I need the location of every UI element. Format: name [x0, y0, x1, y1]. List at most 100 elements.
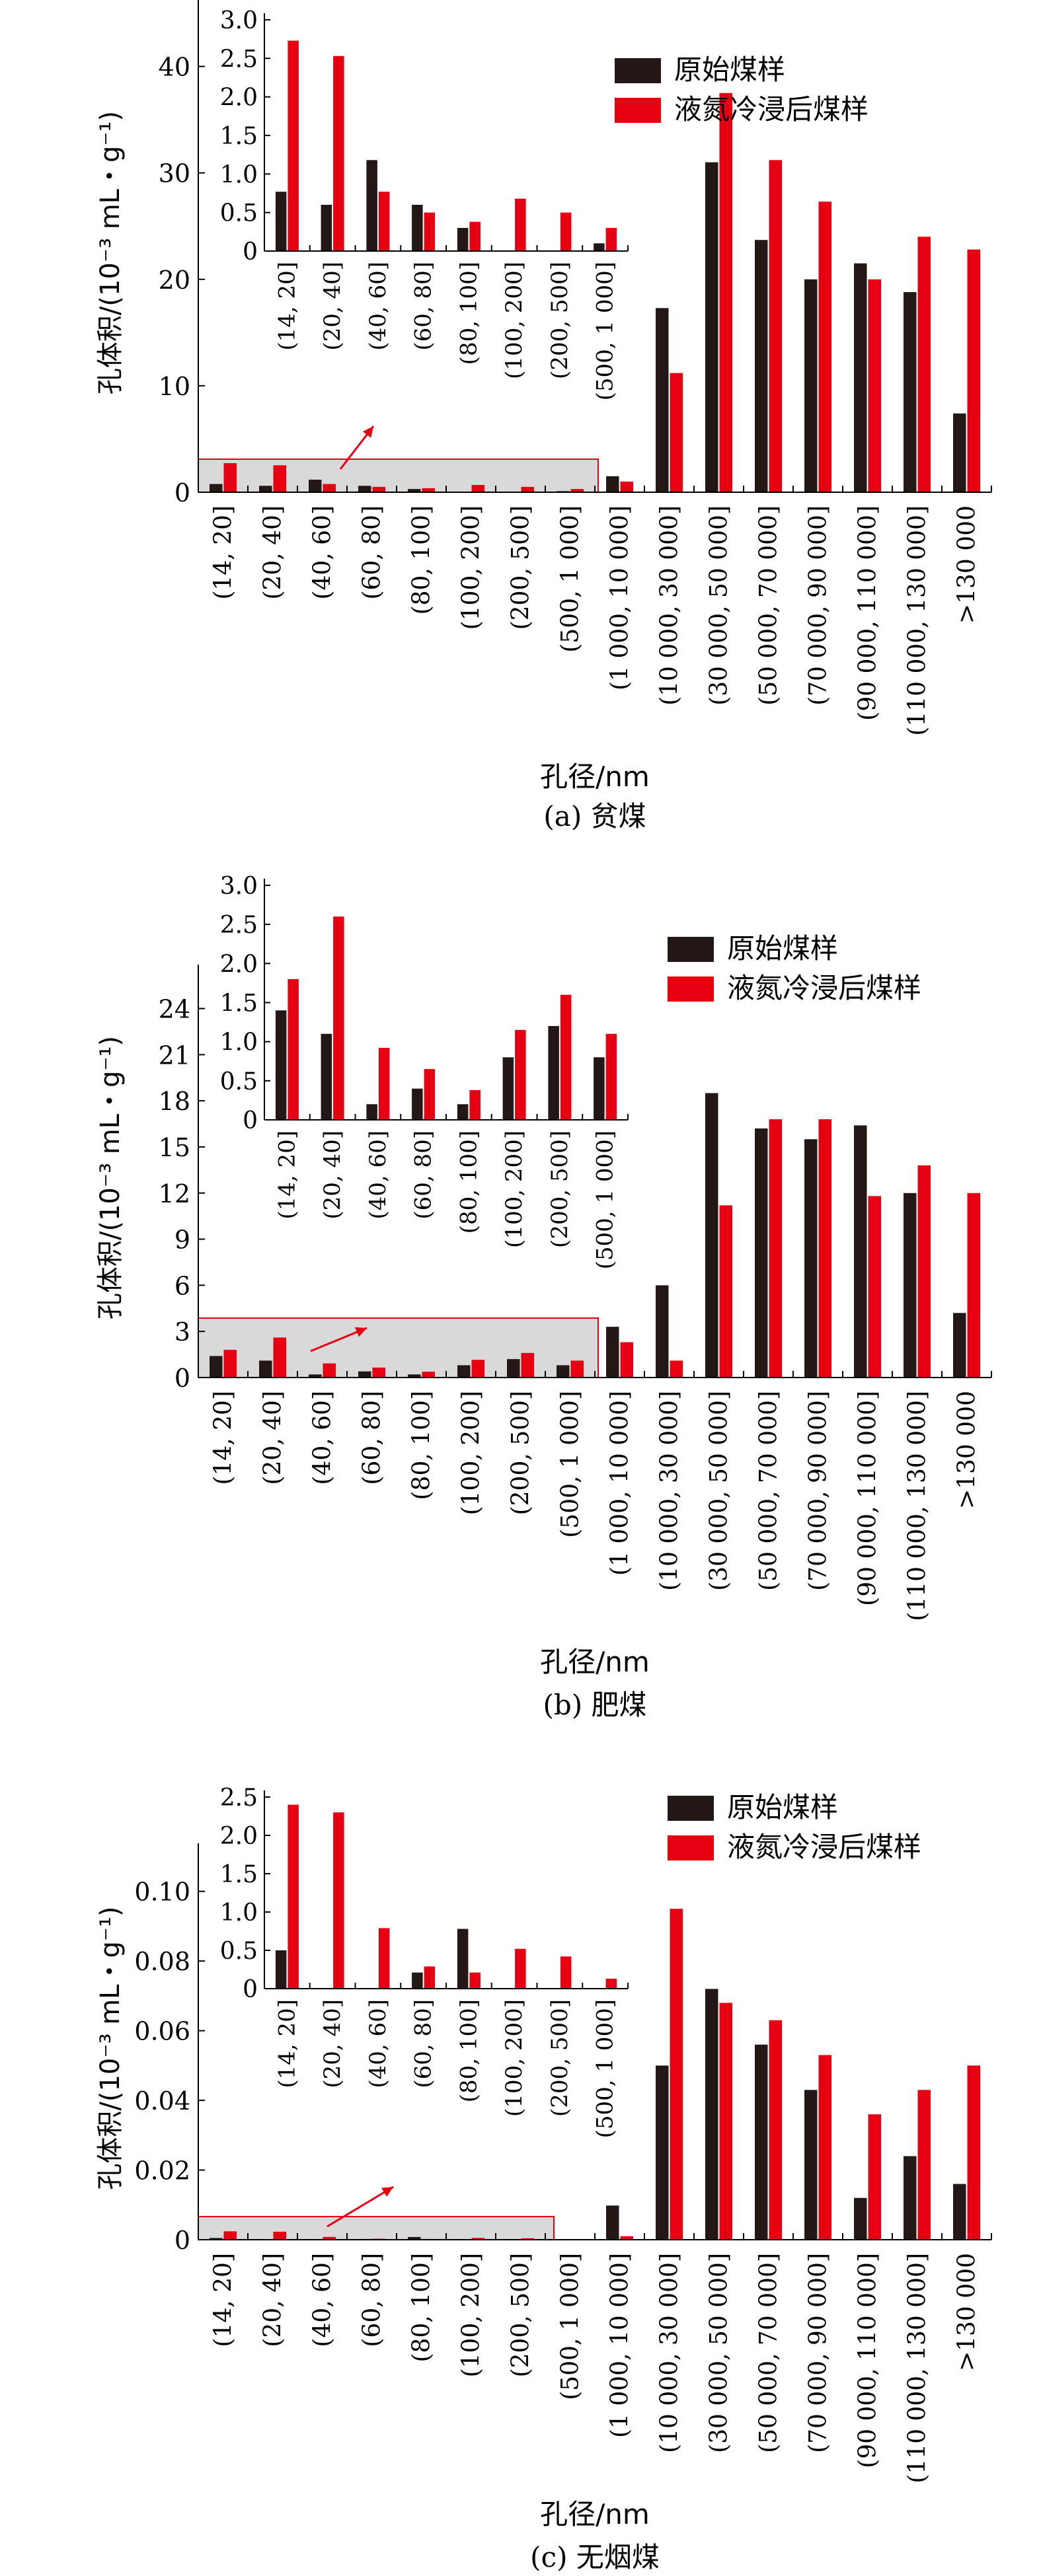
x-tick-label: (90 000, 110 000]: [855, 505, 882, 721]
y-tick-label: 24: [159, 995, 190, 1024]
inset-bar-treated-7: [560, 212, 572, 251]
panel-caption: (c) 无烟煤: [530, 2541, 660, 2573]
x-tick-label: >130 000: [954, 2253, 981, 2371]
bar-treated-3: [323, 1363, 336, 1378]
bar-original-7: [507, 1359, 520, 1378]
bar-treated-15: [917, 237, 931, 492]
x-tick-label: (110 000, 130 000]: [904, 1391, 931, 1621]
x-tick-label: (200, 500]: [508, 2253, 535, 2377]
bar-treated-9: [620, 1342, 633, 1378]
bar-treated-6: [471, 2238, 484, 2240]
bar-treated-9: [620, 2236, 633, 2240]
x-tick-label: (14, 20]: [210, 1391, 237, 1485]
inset-y-tick-label: 0.5: [220, 200, 258, 227]
inset-y-tick-label: 0: [243, 1976, 258, 2003]
bar-treated-11: [719, 92, 732, 493]
legend-swatch-treated: [668, 1835, 714, 1860]
bar-original-10: [656, 308, 669, 492]
bar-treated-2: [273, 465, 286, 492]
inset-bar-original-2: [321, 1033, 332, 1120]
x-tick-label: (110 000, 130 000]: [904, 2253, 931, 2484]
y-tick-label: 21: [159, 1041, 190, 1070]
inset-highlight-box: [198, 2216, 555, 2240]
bar-original-12: [755, 1128, 768, 1378]
x-tick-label: (40, 60]: [309, 505, 336, 600]
y-tick-label: 0: [174, 2226, 190, 2255]
inset-bar-treated-1: [288, 40, 299, 251]
bar-treated-10: [670, 373, 683, 492]
inset-bar-original-5: [457, 1104, 469, 1120]
inset-bar-treated-1: [288, 1804, 299, 1989]
bar-treated-11: [719, 2003, 732, 2240]
chart-panel-3: 0 0.02 0.04 0.06 0.08 0.10 (14, 20] (20, 40] (40…: [95, 1785, 992, 2573]
inset-x-tick-label: (500, 1 000]: [592, 1130, 619, 1269]
x-axis-title: 孔径/nm: [540, 760, 650, 793]
x-tick-label: (10 000, 30 000]: [656, 1391, 683, 1591]
y-tick-label: 0.02: [134, 2156, 190, 2186]
bar-treated-11: [719, 1205, 732, 1378]
bar-original-12: [755, 2044, 768, 2240]
y-tick-label: 0.06: [134, 2017, 190, 2046]
inset-bar-original-2: [321, 205, 332, 251]
bar-original-10: [656, 2065, 669, 2240]
bar-treated-15: [917, 1165, 931, 1378]
inset-y-tick-label: 2.0: [220, 85, 258, 112]
bar-treated-13: [818, 2055, 831, 2240]
y-tick-label: 9: [174, 1226, 190, 1255]
inset-arrow-head: [355, 1327, 367, 1337]
inset-bar-treated-4: [424, 1069, 436, 1120]
y-tick-label: 30: [159, 159, 190, 188]
bar-treated-10: [670, 1909, 683, 2240]
bar-treated-13: [818, 202, 831, 492]
bar-treated-1: [223, 1350, 237, 1378]
inset-bar-treated-2: [333, 1812, 344, 1989]
inset-bar-treated-3: [378, 1928, 390, 1989]
inset-y-tick-label: 0: [243, 1107, 258, 1134]
legend-label-original: 原始煤样: [727, 1791, 838, 1823]
inset-x-tick-label: (40, 60]: [365, 262, 391, 351]
inset-bar-original-4: [412, 205, 423, 251]
inset-arrow: [327, 2186, 394, 2228]
inset-bar-original-8: [594, 243, 605, 251]
inset-bar-original-3: [366, 1104, 377, 1120]
inset-x-tick-label: (20, 40]: [319, 1130, 346, 1220]
inset-x-tick-label: (40, 60]: [365, 1999, 391, 2088]
inset-y-tick-label: 2.0: [220, 1823, 258, 1850]
inset-bar-treated-4: [424, 212, 436, 251]
y-tick-label: 0.04: [134, 2086, 190, 2116]
inset-x-tick-label: (100, 200]: [501, 1999, 527, 2117]
legend-swatch-original: [615, 58, 661, 83]
y-tick-label: 18: [159, 1087, 190, 1116]
bar-original-9: [606, 1327, 619, 1378]
inset-x-tick-label: (80, 100]: [455, 1130, 482, 1233]
bar-treated-16: [967, 2065, 980, 2240]
inset-x-tick-label: (20, 40]: [319, 262, 346, 351]
bar-treated-5: [422, 488, 435, 492]
x-tick-label: (20, 40]: [260, 1391, 287, 1485]
bar-original-1: [210, 2238, 223, 2240]
inset-bar-treated-5: [469, 1972, 481, 1989]
inset-bar-treated-8: [605, 1033, 617, 1120]
inset-y-tick-label: 0.5: [220, 1068, 258, 1095]
y-tick-label: 0: [174, 478, 190, 507]
bar-original-16: [953, 1313, 966, 1378]
x-tick-label: (30 000, 50 000]: [706, 2253, 733, 2453]
bar-original-15: [904, 2156, 917, 2240]
bar-treated-14: [868, 1196, 881, 1378]
inset-highlight-box: [198, 459, 599, 493]
inset-bar-treated-6: [515, 1029, 526, 1120]
x-tick-label: (70 000, 90 000]: [805, 2253, 832, 2453]
inset-y-tick-label: 1.0: [220, 161, 258, 188]
inset-y-tick-label: 0: [243, 239, 258, 266]
inset-bar-treated-3: [378, 1048, 390, 1120]
chart-panel-2: 0 3 6 9 12 15 18 21 24 (14, 20] (20, 40] (40, 60] (6…: [95, 873, 992, 1721]
x-tick-label: (80, 100]: [408, 1391, 436, 1500]
inset-bar-original-1: [275, 1950, 287, 1989]
x-tick-label: (80, 100]: [408, 505, 436, 615]
bar-treated-3: [323, 2236, 336, 2240]
inset-bar-treated-8: [605, 1978, 617, 1989]
bar-treated-7: [521, 1352, 534, 1378]
bar-original-5: [408, 489, 421, 492]
bar-treated-14: [868, 279, 881, 492]
bar-treated-2: [273, 1337, 286, 1378]
